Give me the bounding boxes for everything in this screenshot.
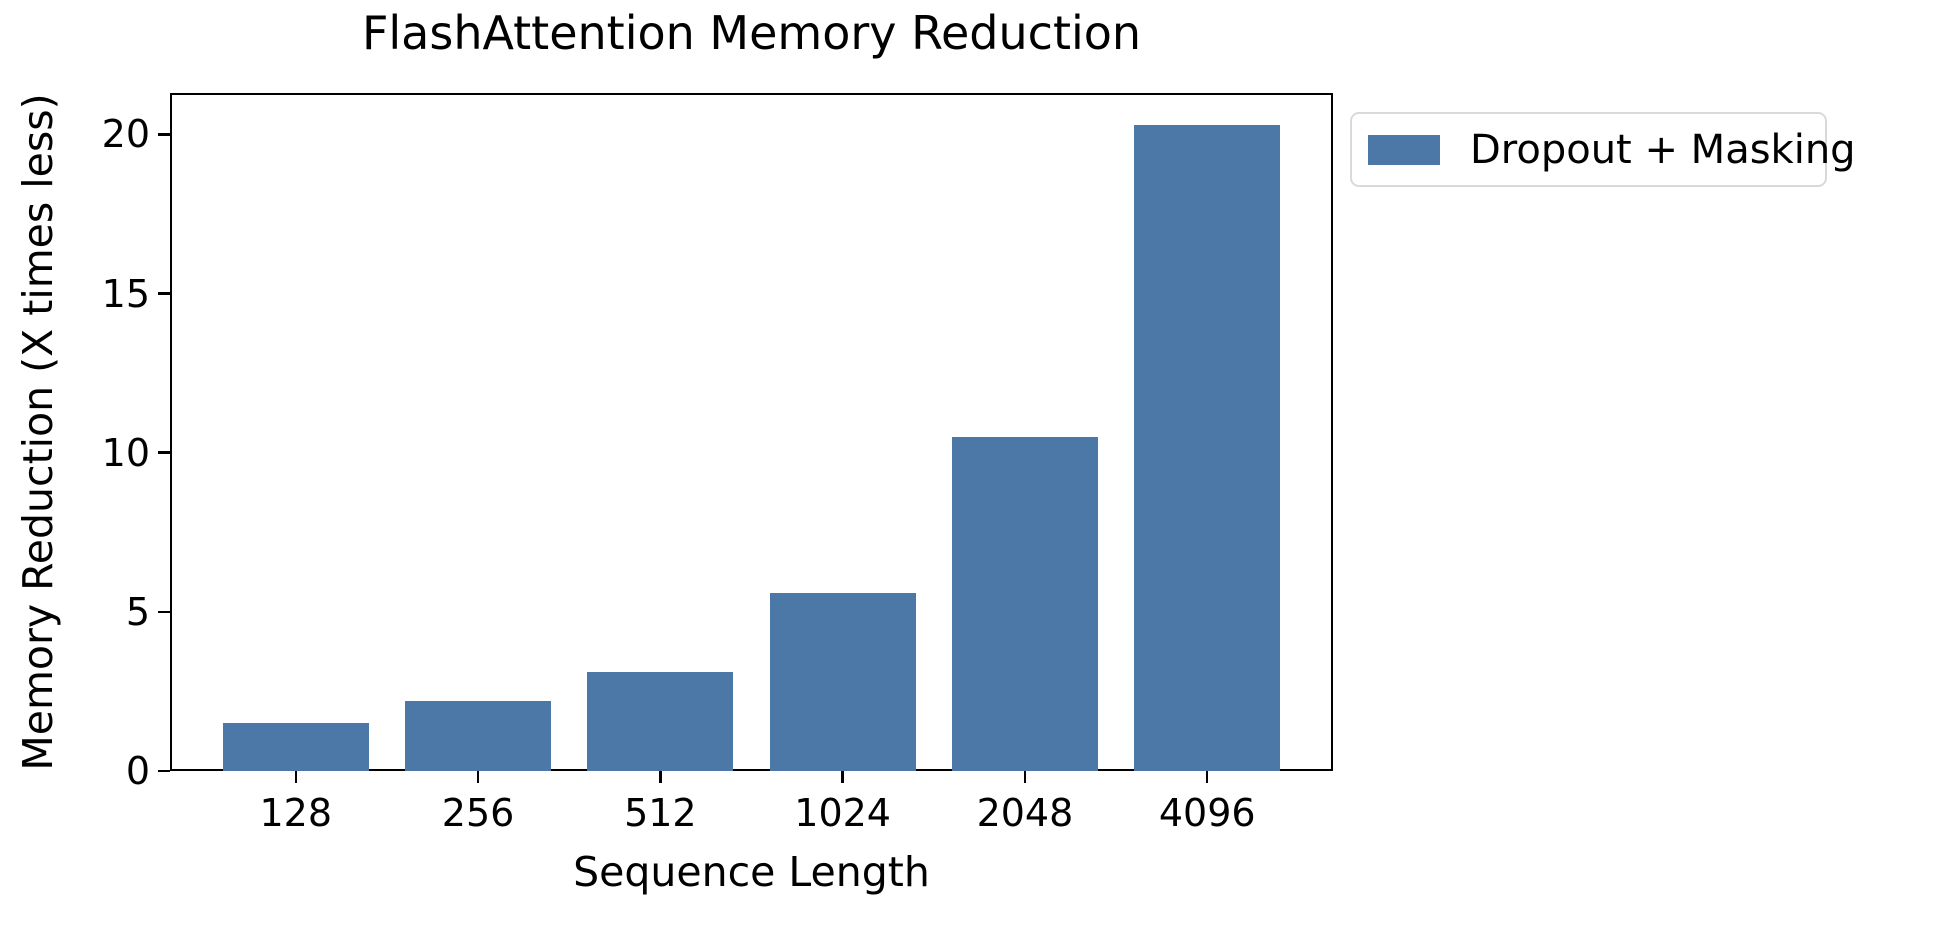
y-tick-mark [158, 292, 170, 295]
y-tick-label: 0 [125, 749, 150, 793]
x-tick-label: 256 [441, 791, 515, 835]
bar-128 [222, 723, 369, 771]
plot-area [170, 93, 1333, 771]
x-axis-label: Sequence Length [573, 848, 930, 896]
x-tick-mark [476, 771, 480, 783]
legend: Dropout + Masking [1350, 112, 1856, 187]
bar-1024 [769, 592, 916, 771]
y-tick-mark [158, 769, 170, 773]
y-tick-mark [158, 133, 170, 136]
bar-512 [587, 672, 734, 771]
bar-2048 [952, 436, 1098, 771]
x-tick-label: 512 [624, 791, 697, 835]
legend-label: Dropout + Masking [1470, 126, 1856, 173]
x-tick-label: 4096 [1158, 791, 1256, 835]
x-tick-label: 2048 [976, 791, 1074, 835]
x-tick-mark [1023, 771, 1027, 783]
y-tick-label: 20 [101, 112, 150, 157]
x-tick-mark [841, 771, 844, 783]
bar-256 [405, 700, 551, 771]
x-tick-label: 128 [259, 791, 333, 835]
chart-title: FlashAttention Memory Reduction [361, 6, 1142, 60]
bar-4096 [1134, 124, 1281, 771]
x-tick-mark [294, 771, 298, 783]
x-tick-label: 1024 [794, 791, 891, 835]
y-tick-mark [158, 610, 170, 614]
x-tick-mark [1205, 771, 1209, 783]
legend-swatch-icon [1368, 134, 1440, 165]
y-tick-label: 10 [101, 430, 150, 475]
y-tick-label: 5 [125, 589, 150, 634]
x-tick-mark [659, 771, 662, 783]
y-tick-mark [158, 451, 170, 454]
y-tick-label: 15 [101, 271, 150, 316]
